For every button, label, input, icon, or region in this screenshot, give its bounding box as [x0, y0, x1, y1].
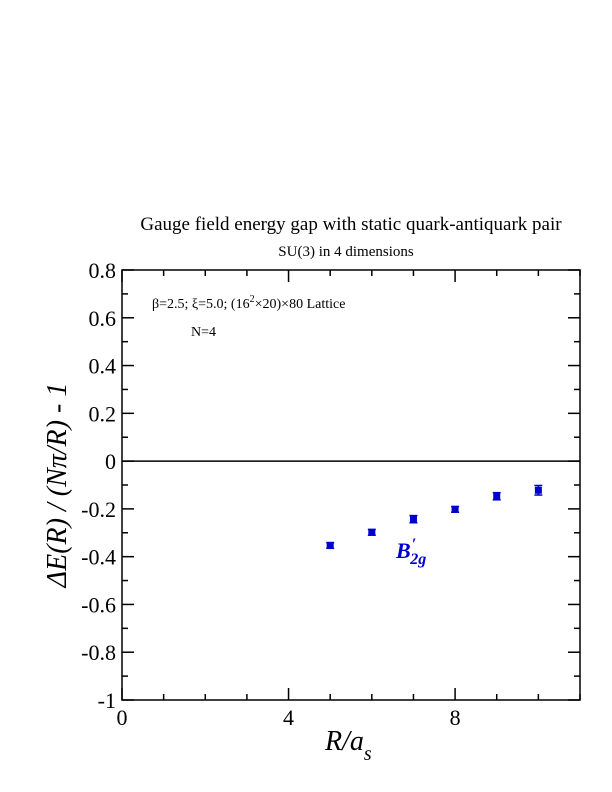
data-point [409, 515, 417, 523]
y-tick-label: 0.6 [89, 306, 117, 331]
x-axis-label-main: R/a [324, 726, 364, 757]
y-tick-label: -1 [98, 688, 116, 713]
data-point [326, 541, 334, 549]
y-tick-label: -0.8 [81, 640, 116, 665]
x-tick-label: 8 [450, 705, 461, 730]
series-label-b2g: B′ 2g [395, 536, 426, 568]
series-label-main: B [395, 538, 411, 563]
y-tick-label: 0.2 [89, 401, 117, 426]
chart-subtitle: SU(3) in 4 dimensions [278, 244, 414, 260]
series-label-sub: 2g [409, 551, 426, 568]
series-label-prime: ′ [412, 536, 417, 553]
data-point [451, 505, 459, 513]
chart-title: Gauge field energy gap with static quark… [140, 214, 562, 235]
data-point [493, 492, 501, 500]
data-point [534, 486, 542, 494]
x-axis-label-sub: s [364, 743, 372, 765]
y-tick-label: 0 [105, 449, 116, 474]
data-point [368, 528, 376, 536]
y-tick-label: 0.8 [89, 258, 117, 283]
plot-area: 0 4 8 0.8 0.6 0.4 0.2 0 -0.2 -0.4 -0.6 -0.8 -1 [81, 258, 581, 730]
y-tick-label: -0.4 [81, 545, 116, 570]
x-tick-label: 4 [283, 705, 294, 730]
y-tick-label: -0.6 [81, 592, 116, 617]
y-tick-label: 0.4 [89, 354, 117, 379]
y-axis-label: ΔE(R) / (Nπ/R) - 1 [42, 383, 73, 589]
n-annotation: N=4 [191, 325, 216, 340]
lattice-params-annotation: β=2.5; ξ=5.0; (162×20)×80 Lattice [152, 294, 345, 312]
x-axis-label: R/as [324, 726, 372, 765]
y-tick-label: -0.2 [81, 497, 116, 522]
x-tick-label: 0 [117, 705, 128, 730]
